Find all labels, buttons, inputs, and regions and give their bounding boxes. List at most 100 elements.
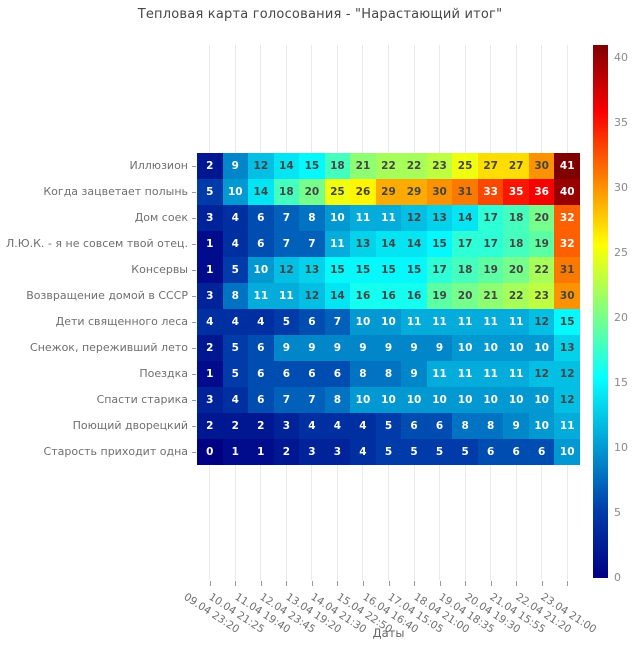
heatmap-cell[interactable]: 3 xyxy=(299,439,325,465)
heatmap-cell[interactable]: 9 xyxy=(324,335,351,361)
heatmap-cell[interactable]: 5 xyxy=(222,335,249,361)
heatmap-cell[interactable]: 5 xyxy=(222,257,249,283)
heatmap-cell[interactable]: 15 xyxy=(324,257,351,283)
heatmap-cell[interactable]: 14 xyxy=(375,231,402,257)
heatmap-cell[interactable]: 12 xyxy=(528,361,555,387)
heatmap-cell[interactable]: 2 xyxy=(273,439,300,465)
heatmap-cell[interactable]: 36 xyxy=(528,179,555,205)
heatmap-cell[interactable]: 10 xyxy=(528,413,555,439)
heatmap-cell[interactable]: 27 xyxy=(503,153,529,179)
heatmap-cell[interactable]: 1 xyxy=(197,257,223,283)
heatmap-cell[interactable]: 10 xyxy=(426,387,453,413)
heatmap-cell[interactable]: 25 xyxy=(324,179,351,205)
heatmap-cell[interactable]: 6 xyxy=(299,309,325,335)
heatmap-cell[interactable]: 18 xyxy=(503,231,529,257)
heatmap-cell[interactable]: 17 xyxy=(426,257,453,283)
heatmap-cell[interactable]: 6 xyxy=(324,361,351,387)
heatmap-cell[interactable]: 10 xyxy=(375,387,402,413)
plot-area[interactable]: 2 9 12 14 15 18 21 22 22 23 25 27 27 30 41 5 10 14 18 20 25 2… xyxy=(197,45,580,586)
heatmap-cell[interactable]: 7 xyxy=(273,387,300,413)
heatmap-cell[interactable]: 8 xyxy=(299,205,325,231)
heatmap-cell[interactable]: 3 xyxy=(273,413,300,439)
heatmap-cell[interactable]: 20 xyxy=(452,283,478,309)
heatmap-cell[interactable]: 11 xyxy=(324,231,351,257)
heatmap-cell[interactable]: 11 xyxy=(426,361,453,387)
heatmap-cell[interactable]: 2 xyxy=(222,413,249,439)
heatmap-cell[interactable]: 2 xyxy=(197,413,223,439)
heatmap-cell[interactable]: 10 xyxy=(554,439,580,465)
heatmap-cell[interactable]: 41 xyxy=(554,153,580,179)
heatmap-cell[interactable]: 12 xyxy=(554,361,580,387)
heatmap-cell[interactable]: 4 xyxy=(222,231,249,257)
heatmap-cell[interactable]: 8 xyxy=(350,361,376,387)
heatmap-cell[interactable]: 6 xyxy=(401,413,427,439)
heatmap-cell[interactable]: 4 xyxy=(222,387,249,413)
heatmap-cell[interactable]: 12 xyxy=(273,257,300,283)
heatmap-cell[interactable]: 12 xyxy=(299,283,325,309)
heatmap-cell[interactable]: 31 xyxy=(452,179,478,205)
heatmap-cell[interactable]: 32 xyxy=(554,231,580,257)
heatmap-cell[interactable]: 10 xyxy=(401,387,427,413)
heatmap-cell[interactable]: 1 xyxy=(248,439,274,465)
heatmap-cell[interactable]: 0 xyxy=(197,439,223,465)
heatmap-cell[interactable]: 18 xyxy=(503,205,529,231)
heatmap-cell[interactable]: 3 xyxy=(197,387,223,413)
heatmap-cell[interactable]: 10 xyxy=(477,387,504,413)
heatmap-cell[interactable]: 29 xyxy=(375,179,402,205)
heatmap-cell[interactable]: 11 xyxy=(248,283,274,309)
heatmap-cell[interactable]: 10 xyxy=(503,335,529,361)
heatmap-cell[interactable]: 11 xyxy=(375,205,402,231)
heatmap-cell[interactable]: 5 xyxy=(375,413,402,439)
heatmap-cell[interactable]: 9 xyxy=(375,335,402,361)
heatmap-cell[interactable]: 5 xyxy=(426,439,453,465)
heatmap-cell[interactable]: 15 xyxy=(299,153,325,179)
heatmap-cell[interactable]: 2 xyxy=(248,413,274,439)
heatmap-cell[interactable]: 17 xyxy=(477,231,504,257)
heatmap-cell[interactable]: 10 xyxy=(503,387,529,413)
heatmap-cell[interactable]: 11 xyxy=(503,361,529,387)
heatmap-cell[interactable]: 7 xyxy=(324,309,351,335)
heatmap-cell[interactable]: 10 xyxy=(528,335,555,361)
heatmap-cell[interactable]: 13 xyxy=(554,335,580,361)
heatmap-cell[interactable]: 16 xyxy=(350,283,376,309)
heatmap-cell[interactable]: 30 xyxy=(426,179,453,205)
heatmap-cell[interactable]: 35 xyxy=(503,179,529,205)
heatmap-cell[interactable]: 11 xyxy=(503,309,529,335)
heatmap-cell[interactable]: 13 xyxy=(350,231,376,257)
heatmap-cell[interactable]: 10 xyxy=(222,179,249,205)
heatmap-cell[interactable]: 6 xyxy=(299,361,325,387)
heatmap-cell[interactable]: 4 xyxy=(350,413,376,439)
heatmap-cell[interactable]: 11 xyxy=(426,309,453,335)
heatmap-cell[interactable]: 11 xyxy=(273,283,300,309)
heatmap-cell[interactable]: 15 xyxy=(375,257,402,283)
heatmap-cell[interactable]: 4 xyxy=(350,439,376,465)
heatmap-cell[interactable]: 1 xyxy=(222,439,249,465)
heatmap-cell[interactable]: 10 xyxy=(452,335,478,361)
heatmap-cell[interactable]: 6 xyxy=(426,413,453,439)
heatmap-cell[interactable]: 32 xyxy=(554,205,580,231)
heatmap-cell[interactable]: 10 xyxy=(375,309,402,335)
heatmap-cell[interactable]: 22 xyxy=(375,153,402,179)
heatmap-cell[interactable]: 9 xyxy=(350,335,376,361)
heatmap-cell[interactable]: 4 xyxy=(222,205,249,231)
heatmap-cell[interactable]: 9 xyxy=(273,335,300,361)
heatmap-cell[interactable]: 16 xyxy=(401,283,427,309)
heatmap-cell[interactable]: 6 xyxy=(273,361,300,387)
heatmap-cell[interactable]: 1 xyxy=(197,361,223,387)
heatmap-cell[interactable]: 10 xyxy=(350,387,376,413)
heatmap-cell[interactable]: 3 xyxy=(324,439,351,465)
heatmap-cell[interactable]: 7 xyxy=(299,231,325,257)
heatmap-cell[interactable]: 3 xyxy=(197,283,223,309)
heatmap-cell[interactable]: 30 xyxy=(554,283,580,309)
heatmap-cell[interactable]: 10 xyxy=(248,257,274,283)
heatmap-cell[interactable]: 19 xyxy=(426,283,453,309)
heatmap-cell[interactable]: 7 xyxy=(273,231,300,257)
heatmap-cell[interactable]: 10 xyxy=(528,387,555,413)
heatmap-cell[interactable]: 6 xyxy=(248,387,274,413)
heatmap-cell[interactable]: 15 xyxy=(554,309,580,335)
heatmap-cell[interactable]: 14 xyxy=(324,283,351,309)
heatmap-cell[interactable]: 19 xyxy=(528,231,555,257)
heatmap-cell[interactable]: 21 xyxy=(477,283,504,309)
heatmap-cell[interactable]: 9 xyxy=(299,335,325,361)
heatmap-cell[interactable]: 11 xyxy=(477,309,504,335)
